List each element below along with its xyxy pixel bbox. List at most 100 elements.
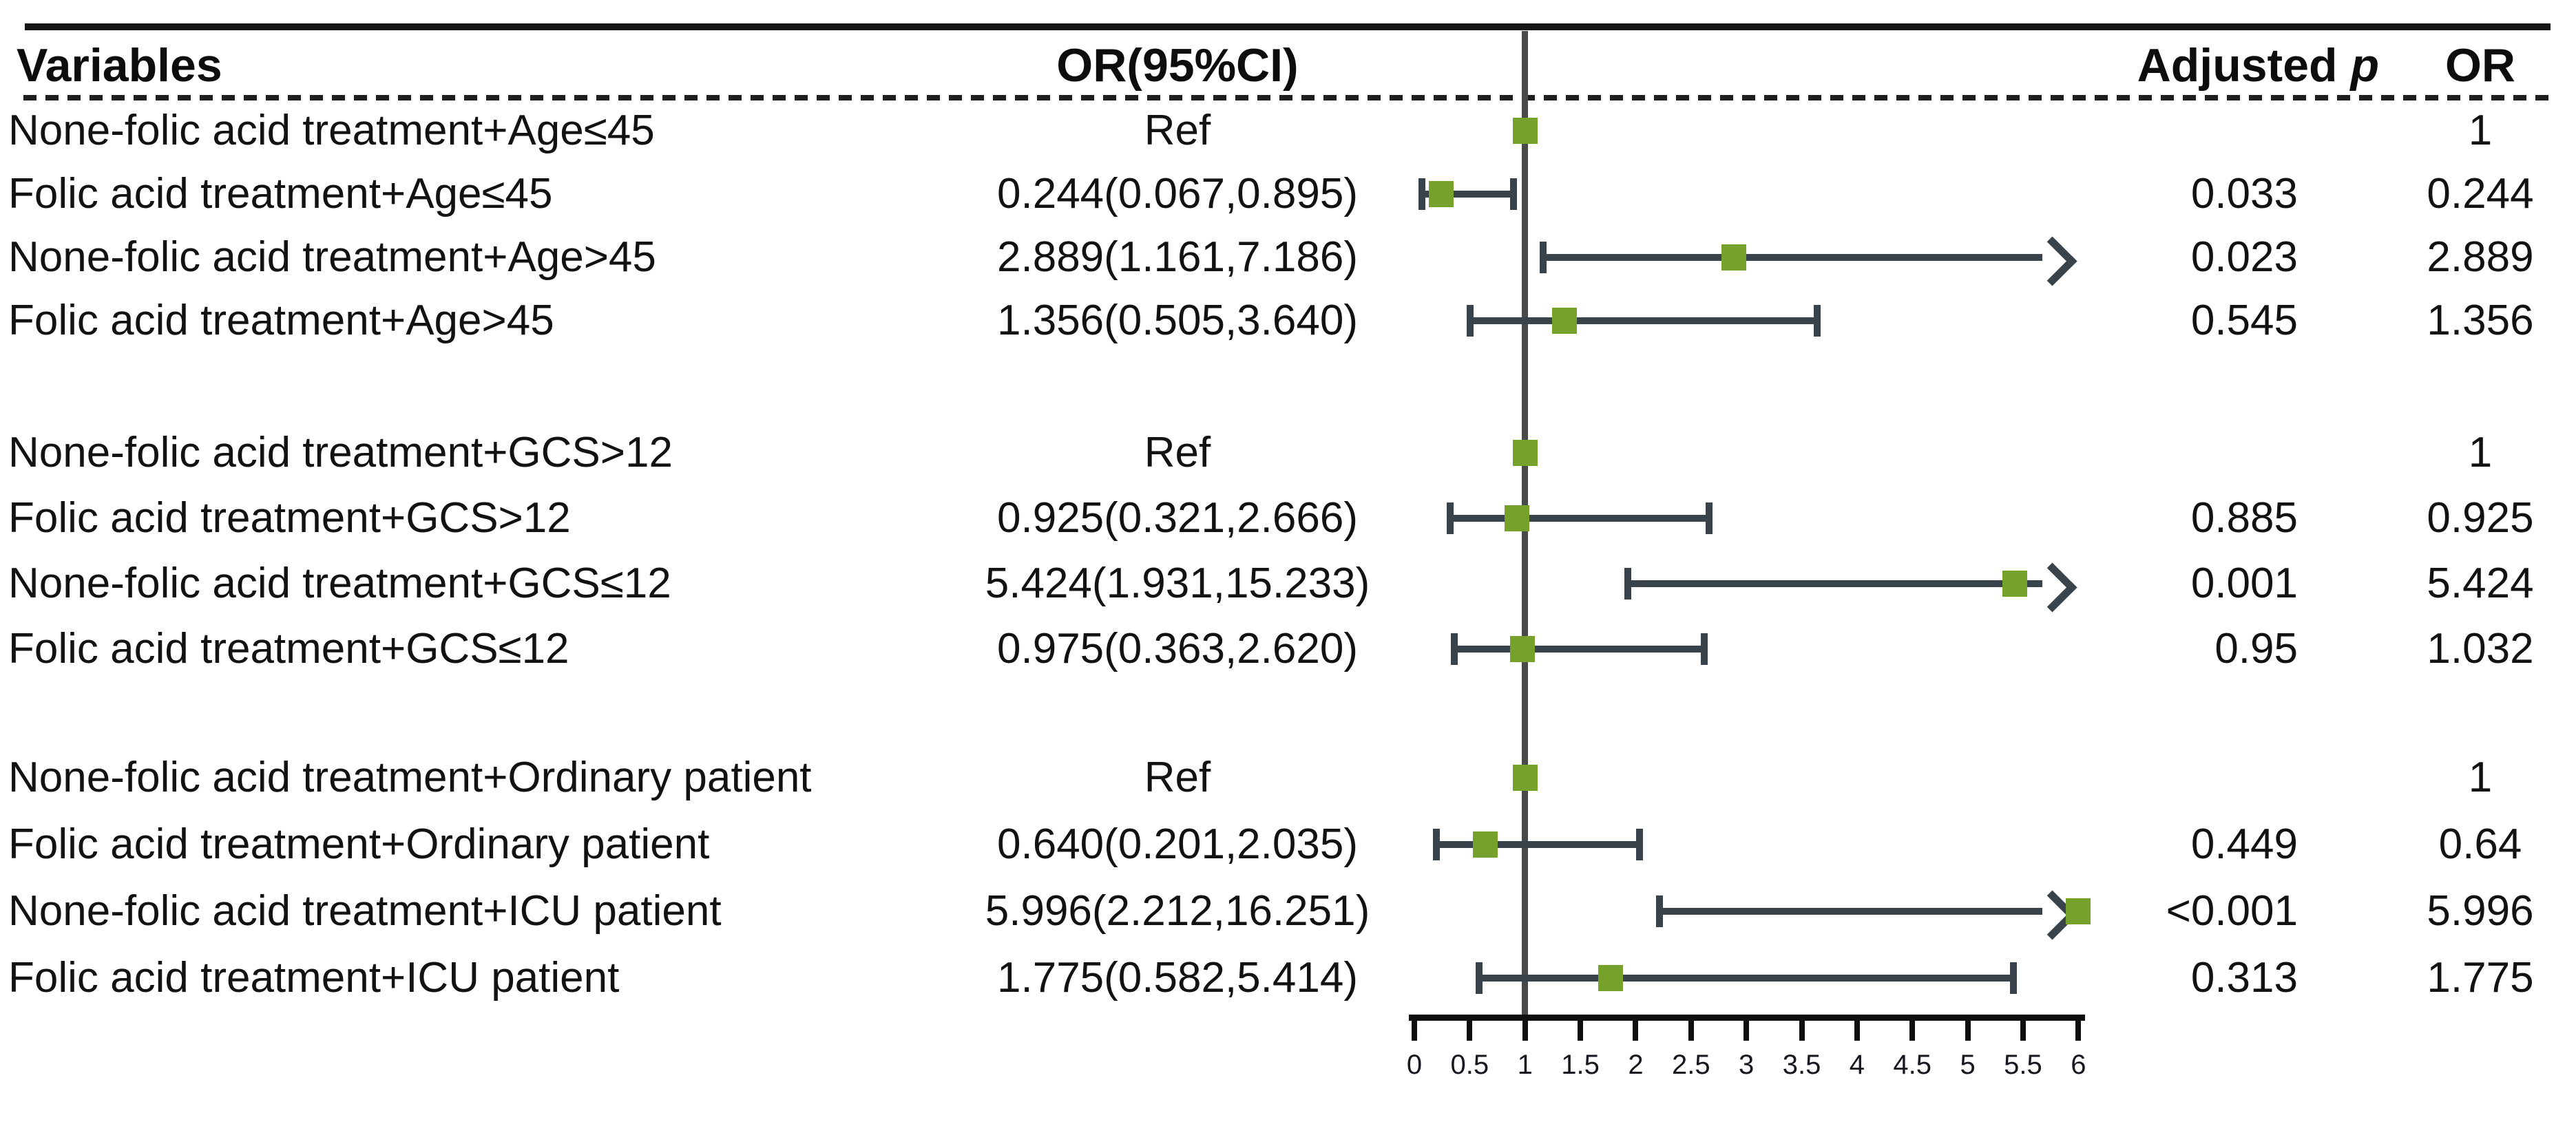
ci-line	[1436, 841, 1640, 848]
row-p-value: 0.023	[2190, 233, 2298, 281]
row-p-value: 0.313	[2190, 954, 2298, 1001]
header-divider-dashed	[23, 95, 2553, 100]
column-header-or: OR	[2445, 39, 2515, 92]
row-label: None-folic acid treatment+ICU patient	[8, 887, 722, 935]
row-label: Folic acid treatment+GCS≤12	[8, 625, 569, 672]
forest-marker	[1598, 965, 1624, 991]
forest-marker	[1512, 118, 1538, 144]
row-or-value: 1.356	[2427, 297, 2534, 344]
ci-cap-right	[1701, 633, 1708, 665]
x-axis-tick	[1522, 1015, 1528, 1041]
row-p-value: 0.885	[2190, 494, 2298, 542]
row-label: None-folic acid treatment+Age≤45	[8, 107, 655, 154]
row-label: Folic acid treatment+Age≤45	[8, 170, 553, 218]
row-label: Folic acid treatment+GCS>12	[8, 494, 571, 542]
ci-line	[1628, 580, 2042, 587]
row-or-value: 1	[2468, 107, 2493, 154]
x-axis-tick	[2075, 1015, 2082, 1041]
ci-cap-right	[1509, 178, 1517, 210]
column-header-variables: Variables	[17, 39, 222, 92]
x-axis-tick	[1909, 1015, 1916, 1041]
ci-line	[1478, 975, 2014, 982]
ci-line	[1470, 317, 1817, 324]
ci-cap-left	[1624, 568, 1632, 600]
row-or-value: 0.64	[2438, 820, 2522, 868]
column-header-adjusted-p: Adjusted p	[2066, 34, 2379, 96]
ci-cap-left	[1475, 962, 1483, 994]
row-or-value: 1.775	[2427, 954, 2534, 1001]
row-or-value: 1.032	[2427, 625, 2534, 672]
x-axis-tick	[1965, 1015, 1971, 1041]
row-p-value: 0.033	[2190, 170, 2298, 218]
row-or-ci: Ref	[1144, 754, 1211, 801]
x-axis-tick	[1633, 1015, 1639, 1041]
x-axis-tick-label: 2	[1628, 1050, 1644, 1080]
column-header-or-ci: OR(95%CI)	[1056, 39, 1299, 92]
top-rule	[25, 23, 2551, 30]
row-label: None-folic acid treatment+GCS≤12	[8, 560, 671, 607]
row-or-ci: 1.356(0.505,3.640)	[997, 297, 1358, 344]
adjusted-label: Adjusted	[2137, 39, 2351, 92]
x-axis-tick	[1412, 1015, 1417, 1041]
ci-cap-left	[1467, 305, 1474, 337]
x-axis-tick-label: 0.5	[1450, 1050, 1489, 1080]
row-or-value: 2.889	[2427, 233, 2534, 281]
forest-marker	[2065, 898, 2091, 924]
x-axis-tick-label: 6	[2071, 1050, 2086, 1080]
row-or-value: 0.244	[2427, 170, 2534, 218]
x-axis-tick-label: 2.5	[1671, 1050, 1710, 1080]
row-or-ci: 0.640(0.201,2.035)	[997, 820, 1358, 868]
row-p-value: 0.001	[2190, 560, 2298, 607]
row-or-ci: 0.925(0.321,2.666)	[997, 494, 1358, 542]
row-or-ci: Ref	[1144, 107, 1211, 154]
row-label: None-folic acid treatment+GCS>12	[8, 429, 673, 476]
row-p-value: 0.95	[2214, 625, 2298, 672]
ci-cap-left	[1655, 895, 1663, 927]
row-p-value: 0.449	[2190, 820, 2298, 868]
ci-line	[1449, 515, 1710, 522]
ci-line	[1421, 191, 1514, 198]
p-italic-label: p	[2350, 39, 2379, 92]
ci-cap-right	[1706, 502, 1713, 534]
forest-marker	[2002, 571, 2027, 597]
row-or-ci: 5.996(2.212,16.251)	[985, 887, 1370, 935]
x-axis-tick	[1854, 1015, 1860, 1041]
forest-marker	[1504, 505, 1529, 531]
x-axis-tick	[1578, 1015, 1584, 1041]
row-p-value: <0.001	[2166, 887, 2298, 935]
row-or-value: 5.996	[2427, 887, 2534, 935]
forest-marker	[1472, 831, 1498, 858]
row-or-ci: 1.775(0.582,5.414)	[997, 954, 1358, 1001]
row-p-value: 0.545	[2190, 297, 2298, 344]
row-label: Folic acid treatment+ICU patient	[8, 954, 620, 1001]
ci-cap-right	[1814, 305, 1821, 337]
x-axis-tick-label: 1.5	[1561, 1050, 1600, 1080]
x-axis-tick	[1688, 1015, 1694, 1041]
x-axis-tick-label: 3.5	[1782, 1050, 1821, 1080]
x-axis-tick-label: 4	[1849, 1050, 1865, 1080]
ci-cap-left	[1446, 502, 1454, 534]
ci-cap-left	[1539, 242, 1547, 273]
x-axis-tick-label: 4.5	[1893, 1050, 1932, 1080]
forest-marker	[1721, 244, 1747, 271]
row-label: Folic acid treatment+Age>45	[8, 297, 554, 344]
row-or-value: 1	[2468, 429, 2493, 476]
row-or-value: 5.424	[2427, 560, 2534, 607]
forest-marker	[1429, 181, 1454, 207]
x-axis-tick-label: 5.5	[2004, 1050, 2042, 1080]
ci-cap-left	[1451, 633, 1458, 665]
x-axis-tick-label: 0	[1406, 1050, 1423, 1080]
row-or-ci: 0.244(0.067,0.895)	[997, 170, 1358, 218]
row-or-ci: 2.889(1.161,7.186)	[997, 233, 1358, 281]
ci-line	[1454, 646, 1705, 653]
row-label: Folic acid treatment+Ordinary patient	[8, 820, 710, 868]
row-or-value: 1	[2468, 754, 2493, 801]
forest-marker	[1551, 308, 1577, 334]
row-label: None-folic acid treatment+Age>45	[8, 233, 656, 281]
forest-marker	[1512, 765, 1538, 791]
ci-cap-left	[1433, 829, 1441, 860]
x-axis-tick	[1467, 1015, 1473, 1041]
x-axis-tick-label: 3	[1739, 1050, 1755, 1080]
ci-cap-left	[1418, 178, 1425, 210]
